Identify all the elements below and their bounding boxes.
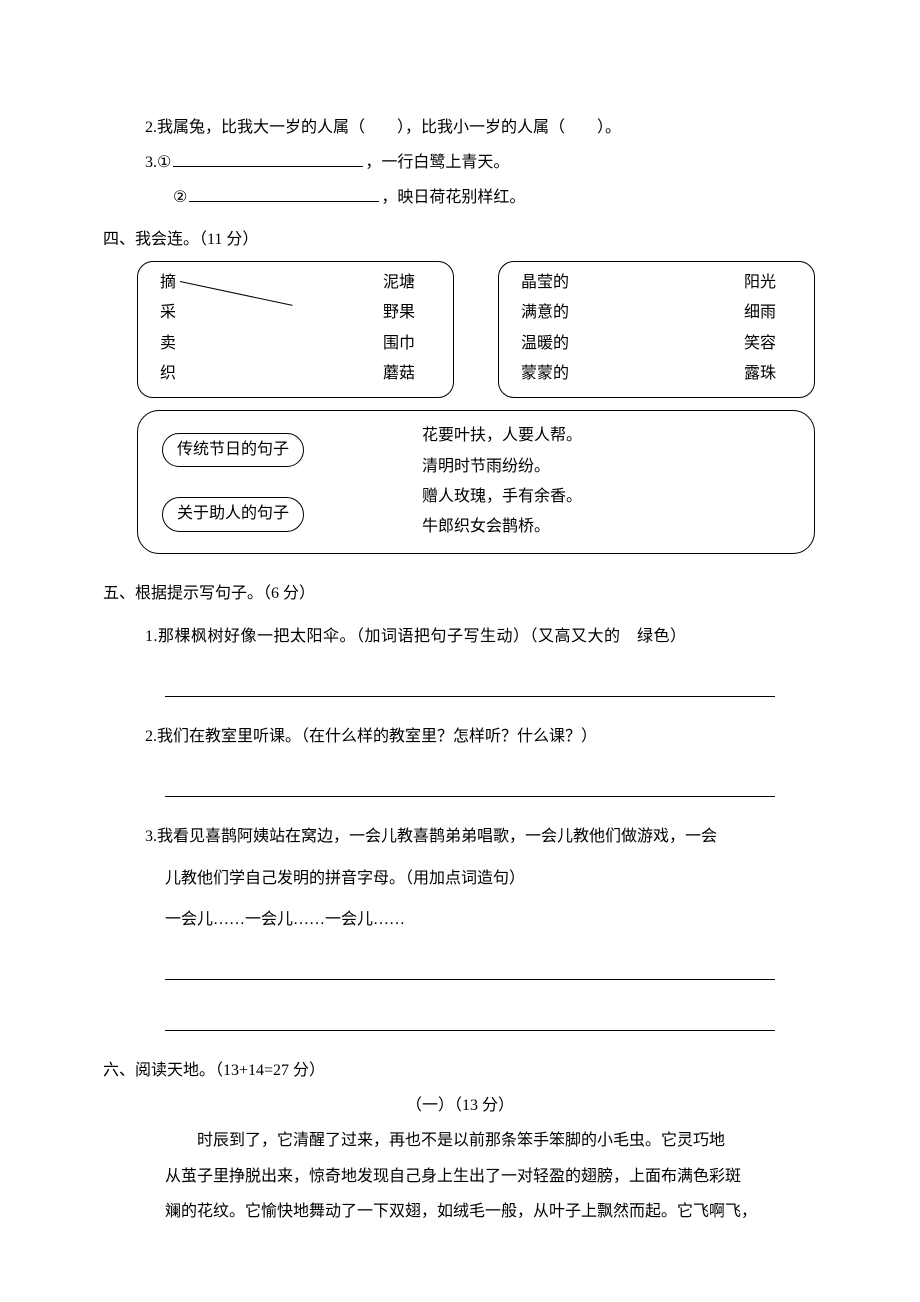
category-line[interactable]: 赠人玫瑰，手有余香。 [422, 482, 790, 512]
fill-blank[interactable] [189, 185, 379, 202]
sec5-q2: 2.我们在教室里听课。（在什么样的教室里？怎样听？什么课？） [105, 719, 815, 754]
category-line[interactable]: 花要叶扶，人要人帮。 [422, 421, 790, 451]
sec5-q1: 1.那棵枫树好像一把太阳伞。（加词语把句子写生动）（又高又大的 绿色） [105, 619, 815, 654]
q3-label-2: ② [173, 189, 187, 206]
match-item[interactable]: 温暖的 [521, 329, 569, 359]
answer-blank[interactable] [165, 1002, 775, 1031]
match-item[interactable]: 露珠 [744, 359, 792, 389]
match-box-a[interactable]: 摘泥塘 采野果 卖围巾 织蘑菇 [137, 261, 454, 399]
match-item[interactable]: 满意的 [521, 298, 569, 328]
match-item[interactable]: 笑容 [744, 329, 792, 359]
category-line[interactable]: 清明时节雨纷纷。 [422, 452, 790, 482]
answer-blank[interactable] [165, 668, 775, 697]
match-item[interactable]: 采 [160, 298, 208, 328]
category-box[interactable]: 传统节日的句子 关于助人的句子 花要叶扶，人要人帮。 清明时节雨纷纷。 赠人玫瑰… [137, 410, 815, 554]
match-item[interactable]: 晶莹的 [521, 268, 569, 298]
match-item[interactable]: 卖 [160, 329, 208, 359]
passage-line: 斓的花纹。它愉快地舞动了一下双翅，如绒毛一般，从叶子上飘然而起。它飞啊飞， [165, 1194, 815, 1229]
match-item[interactable]: 织 [160, 359, 208, 389]
category-labels: 传统节日的句子 关于助人的句子 [162, 421, 382, 543]
match-item[interactable]: 野果 [383, 298, 431, 328]
question-2: 2.我属兔，比我大一岁的人属（ ），比我小一岁的人属（ ）。 [105, 110, 815, 145]
sec5-q3-line1: 3.我看见喜鹊阿姨站在窝边，一会儿教喜鹊弟弟唱歌，一会儿教他们做游戏，一会 [105, 819, 815, 854]
category-sentences: 花要叶扶，人要人帮。 清明时节雨纷纷。 赠人玫瑰，手有余香。 牛郎织女会鹊桥。 [422, 421, 790, 543]
match-item[interactable]: 泥塘 [383, 268, 431, 298]
passage-line: 时辰到了，它清醒了过来，再也不是以前那条笨手笨脚的小毛虫。它灵巧地 [165, 1123, 815, 1158]
category-line[interactable]: 牛郎织女会鹊桥。 [422, 512, 790, 542]
question-3-line2: ② ，映日荷花别样红。 [105, 180, 815, 215]
sec5-q3-line3: 一会儿……一会儿……一会儿…… [105, 902, 815, 937]
category-pill-help[interactable]: 关于助人的句子 [162, 497, 304, 531]
q3-tail-2: ，映日荷花别样红。 [381, 189, 525, 206]
q3-tail-1: ，一行白鹭上青天。 [365, 154, 509, 171]
answer-blank[interactable] [165, 768, 775, 797]
match-item[interactable]: 阳光 [744, 268, 792, 298]
match-item[interactable]: 围巾 [383, 329, 431, 359]
section-6-title: 六、阅读天地。（13+14=27 分） [103, 1053, 815, 1088]
section-6-subtitle: （一）（13 分） [105, 1088, 815, 1123]
match-item[interactable]: 蒙蒙的 [521, 359, 569, 389]
match-item[interactable]: 细雨 [744, 298, 792, 328]
answer-blank[interactable] [165, 951, 775, 980]
match-box-b[interactable]: 晶莹的 阳光 满意的 细雨 温暖的 笑容 蒙蒙的 露珠 [498, 261, 815, 399]
question-3-line1: 3.① ，一行白鹭上青天。 [105, 145, 815, 180]
category-pill-festival[interactable]: 传统节日的句子 [162, 433, 304, 467]
passage-line: 从茧子里挣脱出来，惊奇地发现自己身上生出了一对轻盈的翅膀，上面布满色彩斑 [165, 1159, 815, 1194]
match-item[interactable]: 蘑菇 [383, 359, 431, 389]
sec5-q3-line2: 儿教他们学自己发明的拼音字母。（用加点词造句） [105, 861, 815, 896]
fill-blank[interactable] [173, 150, 363, 167]
matching-row: 摘泥塘 采野果 卖围巾 织蘑菇 晶莹的阳光 满意的细雨 温暖的笑容 蒙蒙的露珠 [137, 261, 815, 399]
q3-label-1: 3.① [145, 154, 171, 171]
section-4-title: 四、我会连。（11 分） [103, 222, 815, 257]
section-5-title: 五、根据提示写句子。（6 分） [103, 576, 815, 611]
